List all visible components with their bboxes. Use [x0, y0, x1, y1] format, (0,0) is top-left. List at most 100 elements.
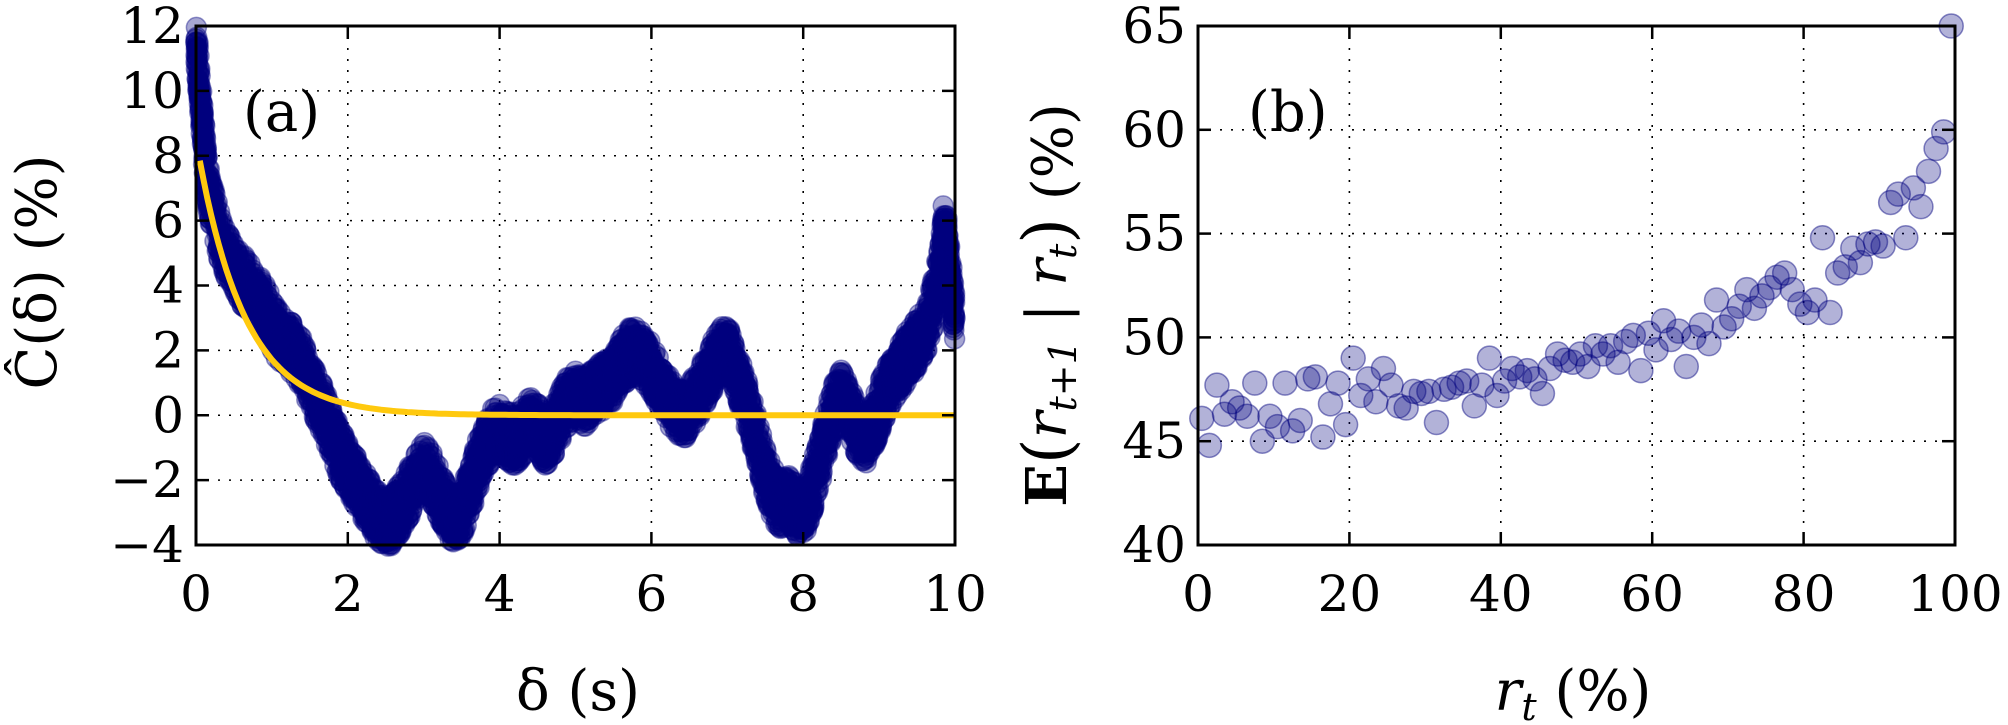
scatter-point — [337, 445, 360, 467]
scatter-point — [379, 490, 402, 513]
x-tick-label: 4 — [484, 565, 516, 623]
scatter-point — [370, 532, 392, 555]
scatter-point — [249, 266, 272, 289]
scatter-point — [1189, 405, 1215, 432]
scatter-point — [277, 325, 299, 348]
scatter-point — [187, 56, 210, 79]
scatter-point — [340, 486, 362, 509]
scatter-point — [860, 417, 883, 439]
scatter-point — [325, 419, 348, 442]
y-tick-label: −2 — [110, 451, 184, 509]
scatter-point — [295, 340, 317, 362]
scatter-point — [268, 321, 291, 344]
scatter-point — [371, 532, 393, 554]
scatter-point — [458, 482, 480, 504]
scatter-point — [377, 520, 399, 542]
scatter-point — [327, 435, 350, 458]
scatter-point — [249, 268, 272, 291]
scatter-point — [192, 105, 214, 127]
scatter-point — [355, 505, 377, 527]
scatter-point — [1196, 432, 1223, 459]
panel-b-y-axis-label: E(rt+1 | rt) (%) — [1009, 103, 1086, 507]
scatter-point — [348, 496, 370, 518]
scatter-point — [1302, 364, 1329, 390]
scatter-point — [345, 445, 367, 468]
scatter-point — [192, 116, 214, 139]
x-tick-label: 80 — [1772, 565, 1836, 623]
y-tick-label: 2 — [152, 321, 184, 379]
scatter-point — [282, 322, 304, 345]
scatter-point — [406, 442, 428, 465]
scatter-point — [332, 430, 354, 453]
scatter-point — [316, 408, 339, 430]
scatter-point — [299, 353, 321, 376]
scatter-point — [792, 501, 814, 524]
scatter-point — [1234, 403, 1260, 430]
scatter-point — [450, 501, 473, 524]
scatter-point — [400, 500, 423, 522]
x-tick-label: 8 — [787, 565, 819, 623]
scatter-point — [280, 311, 302, 334]
scatter-point — [305, 395, 327, 418]
scatter-point — [286, 352, 309, 375]
scatter-point — [326, 460, 348, 483]
scatter-point — [337, 443, 359, 466]
scatter-point — [255, 314, 277, 336]
scatter-point — [800, 482, 822, 504]
scatter-point — [337, 434, 359, 457]
scatter-point — [188, 73, 210, 95]
scatter-point — [731, 378, 754, 401]
x-tick-label: 60 — [1620, 565, 1684, 623]
scatter-point — [1809, 225, 1836, 251]
scatter-point — [193, 120, 215, 142]
scatter-point — [1930, 119, 1957, 145]
x-tick-label: 40 — [1469, 565, 1533, 623]
scatter-point — [284, 324, 307, 346]
scatter-point — [400, 499, 423, 522]
scatter-point — [1272, 370, 1298, 396]
y-tick-label: 6 — [152, 192, 184, 250]
scatter-point — [241, 262, 263, 284]
y-tick-label: 45 — [1122, 412, 1186, 470]
scatter-point — [258, 281, 280, 303]
scatter-point — [1287, 407, 1313, 434]
scatter-point — [391, 508, 414, 531]
scatter-point — [328, 455, 351, 477]
scatter-point — [193, 123, 215, 145]
scatter-point — [187, 63, 210, 86]
scatter-point — [192, 101, 214, 124]
scatter-point — [277, 326, 300, 348]
scatter-point — [255, 314, 277, 336]
scatter-point — [362, 517, 384, 539]
scatter-point — [291, 352, 314, 375]
scatter-point — [223, 242, 246, 265]
y-tick-label: −4 — [110, 516, 184, 574]
scatter-point — [327, 465, 350, 487]
y-tick-label: 50 — [1122, 308, 1186, 366]
scatter-point — [913, 320, 936, 342]
scatter-point — [321, 423, 344, 446]
scatter-point — [243, 262, 266, 285]
panel-a-label: (a) — [243, 80, 320, 145]
x-tick-label: 6 — [635, 565, 667, 623]
scatter-point — [466, 456, 488, 478]
scatter-point — [272, 320, 295, 342]
x-tick-label: 0 — [1182, 565, 1214, 623]
scatter-point — [192, 111, 214, 133]
scatter-point — [754, 462, 776, 485]
scatter-point — [192, 105, 214, 127]
y-tick-label: 65 — [1122, 0, 1186, 55]
scatter-point — [815, 423, 837, 446]
scatter-point — [326, 410, 348, 432]
scatter-point — [724, 355, 746, 378]
scatter-point — [1340, 345, 1366, 371]
scatter-point — [192, 137, 215, 160]
scatter-point — [1673, 353, 1700, 380]
scatter-point — [1476, 345, 1503, 371]
scatter-point — [261, 305, 283, 327]
scatter-point — [336, 467, 358, 490]
scatter-point — [321, 430, 344, 452]
scatter-point — [289, 356, 311, 378]
scatter-point — [1529, 380, 1556, 407]
scatter-point — [318, 407, 340, 430]
